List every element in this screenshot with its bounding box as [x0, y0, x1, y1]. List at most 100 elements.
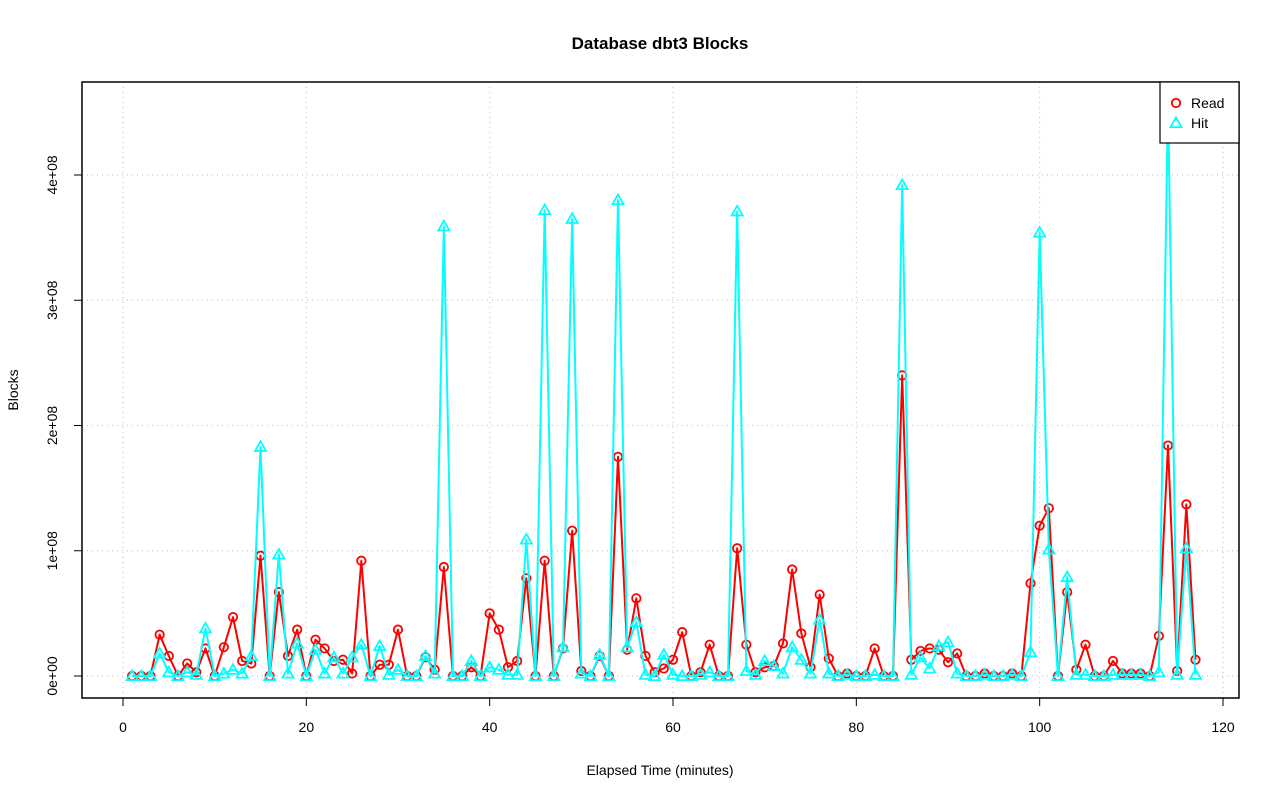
data-point-hit [1087, 668, 1102, 682]
x-tick-label: 0 [119, 719, 127, 735]
data-point-hit [400, 668, 415, 682]
data-point-hit [601, 668, 616, 682]
data-point-hit [913, 649, 928, 663]
data-point-hit [409, 668, 424, 682]
data-point-hit [748, 667, 763, 680]
data-point-hit [1050, 668, 1066, 682]
data-point-read [1025, 578, 1036, 589]
data-point-hit [308, 642, 323, 655]
x-tick-label: 20 [299, 719, 315, 735]
data-point-read [787, 564, 798, 575]
data-point-read [869, 643, 880, 654]
data-point-hit [785, 639, 800, 653]
data-point-hit [473, 668, 488, 682]
data-point-hit [244, 648, 259, 661]
data-point-hit [1014, 668, 1029, 682]
series-hit [125, 93, 1203, 682]
data-point-hit [1105, 667, 1121, 680]
data-point-hit [528, 668, 543, 682]
data-point-hit [299, 668, 314, 682]
data-point-hit [1170, 667, 1185, 680]
data-point-read [319, 643, 330, 654]
data-point-hit [684, 668, 699, 682]
data-point-read [484, 608, 495, 619]
data-point-hit [152, 646, 167, 659]
data-point-hit [354, 637, 369, 650]
data-point-hit [665, 667, 681, 680]
data-point-hit [629, 614, 644, 628]
data-point-hit [1096, 668, 1111, 682]
data-point-read [952, 648, 963, 659]
y-tick-label: 0e+00 [44, 656, 60, 696]
y-axis: 0e+00 1e+08 2e+08 3e+08 4e+08 [44, 155, 82, 696]
data-point-hit [546, 668, 561, 682]
data-point-hit [271, 547, 286, 560]
data-point-hit [803, 666, 818, 679]
data-point-hit [161, 664, 176, 678]
data-point-hit [225, 662, 241, 675]
data-point-read [658, 663, 669, 674]
data-point-hit [445, 668, 461, 682]
data-point-hit [235, 666, 250, 679]
data-point-hit [1078, 667, 1093, 680]
data-point-hit [1133, 667, 1148, 680]
data-point-hit [620, 639, 635, 653]
data-point-hit [1151, 664, 1166, 678]
data-point-hit [730, 204, 745, 217]
x-tick-label: 120 [1211, 719, 1235, 735]
data-point-hit [326, 649, 341, 663]
data-point-read [677, 627, 688, 638]
data-point-hit [290, 636, 305, 649]
data-point-read [227, 612, 239, 623]
data-point-hit [858, 668, 873, 682]
chart-title: Database dbt3 Blocks [572, 34, 749, 53]
data-point-hit [638, 667, 653, 680]
data-point-read [502, 662, 514, 673]
data-point-hit [1060, 569, 1075, 583]
x-tick-label: 100 [1028, 719, 1052, 735]
data-point-hit [995, 668, 1011, 682]
data-point-hit [1179, 540, 1194, 554]
data-point-hit [950, 666, 965, 679]
data-point-hit [1041, 542, 1056, 555]
data-point-hit [656, 647, 671, 660]
data-point-read [282, 650, 294, 662]
data-point-hit [830, 668, 846, 682]
data-point-read [438, 561, 449, 573]
data-point-read [823, 653, 834, 664]
data-point-hit [895, 177, 910, 191]
data-point-hit [794, 652, 809, 665]
y-tick-label: 1e+08 [44, 531, 60, 571]
data-point-hit [1032, 225, 1047, 238]
data-point-read [777, 638, 789, 649]
series-line-hit [132, 100, 1197, 677]
data-point-hit [216, 666, 231, 679]
data-point-hit [904, 667, 919, 680]
legend-marker-read [1170, 97, 1182, 109]
y-tick-label: 3e+08 [44, 280, 60, 320]
data-point-hit [436, 219, 451, 232]
data-point-hit [500, 667, 516, 680]
data-point-hit [574, 666, 589, 679]
data-point-hit [885, 668, 901, 682]
data-point-read [942, 657, 954, 668]
data-point-read [392, 624, 404, 635]
data-point-hit [610, 192, 626, 206]
series-read [127, 370, 1201, 682]
data-point-read [292, 624, 303, 635]
data-point-hit [1188, 667, 1203, 680]
data-point-hit [711, 668, 726, 682]
data-point-read [493, 624, 504, 635]
data-point-hit [1069, 667, 1084, 680]
data-point-hit [739, 663, 754, 677]
data-point-hit [317, 666, 332, 679]
data-point-hit [977, 667, 992, 680]
data-point-hit [766, 658, 781, 672]
x-axis-label: Elapsed Time (minutes) [586, 762, 733, 778]
data-point-read [1043, 503, 1054, 514]
data-point-hit [418, 648, 433, 661]
data-point-hit [565, 211, 580, 224]
data-point-hit [143, 668, 158, 682]
data-point-hit [1124, 667, 1139, 680]
data-point-hit [592, 647, 607, 660]
